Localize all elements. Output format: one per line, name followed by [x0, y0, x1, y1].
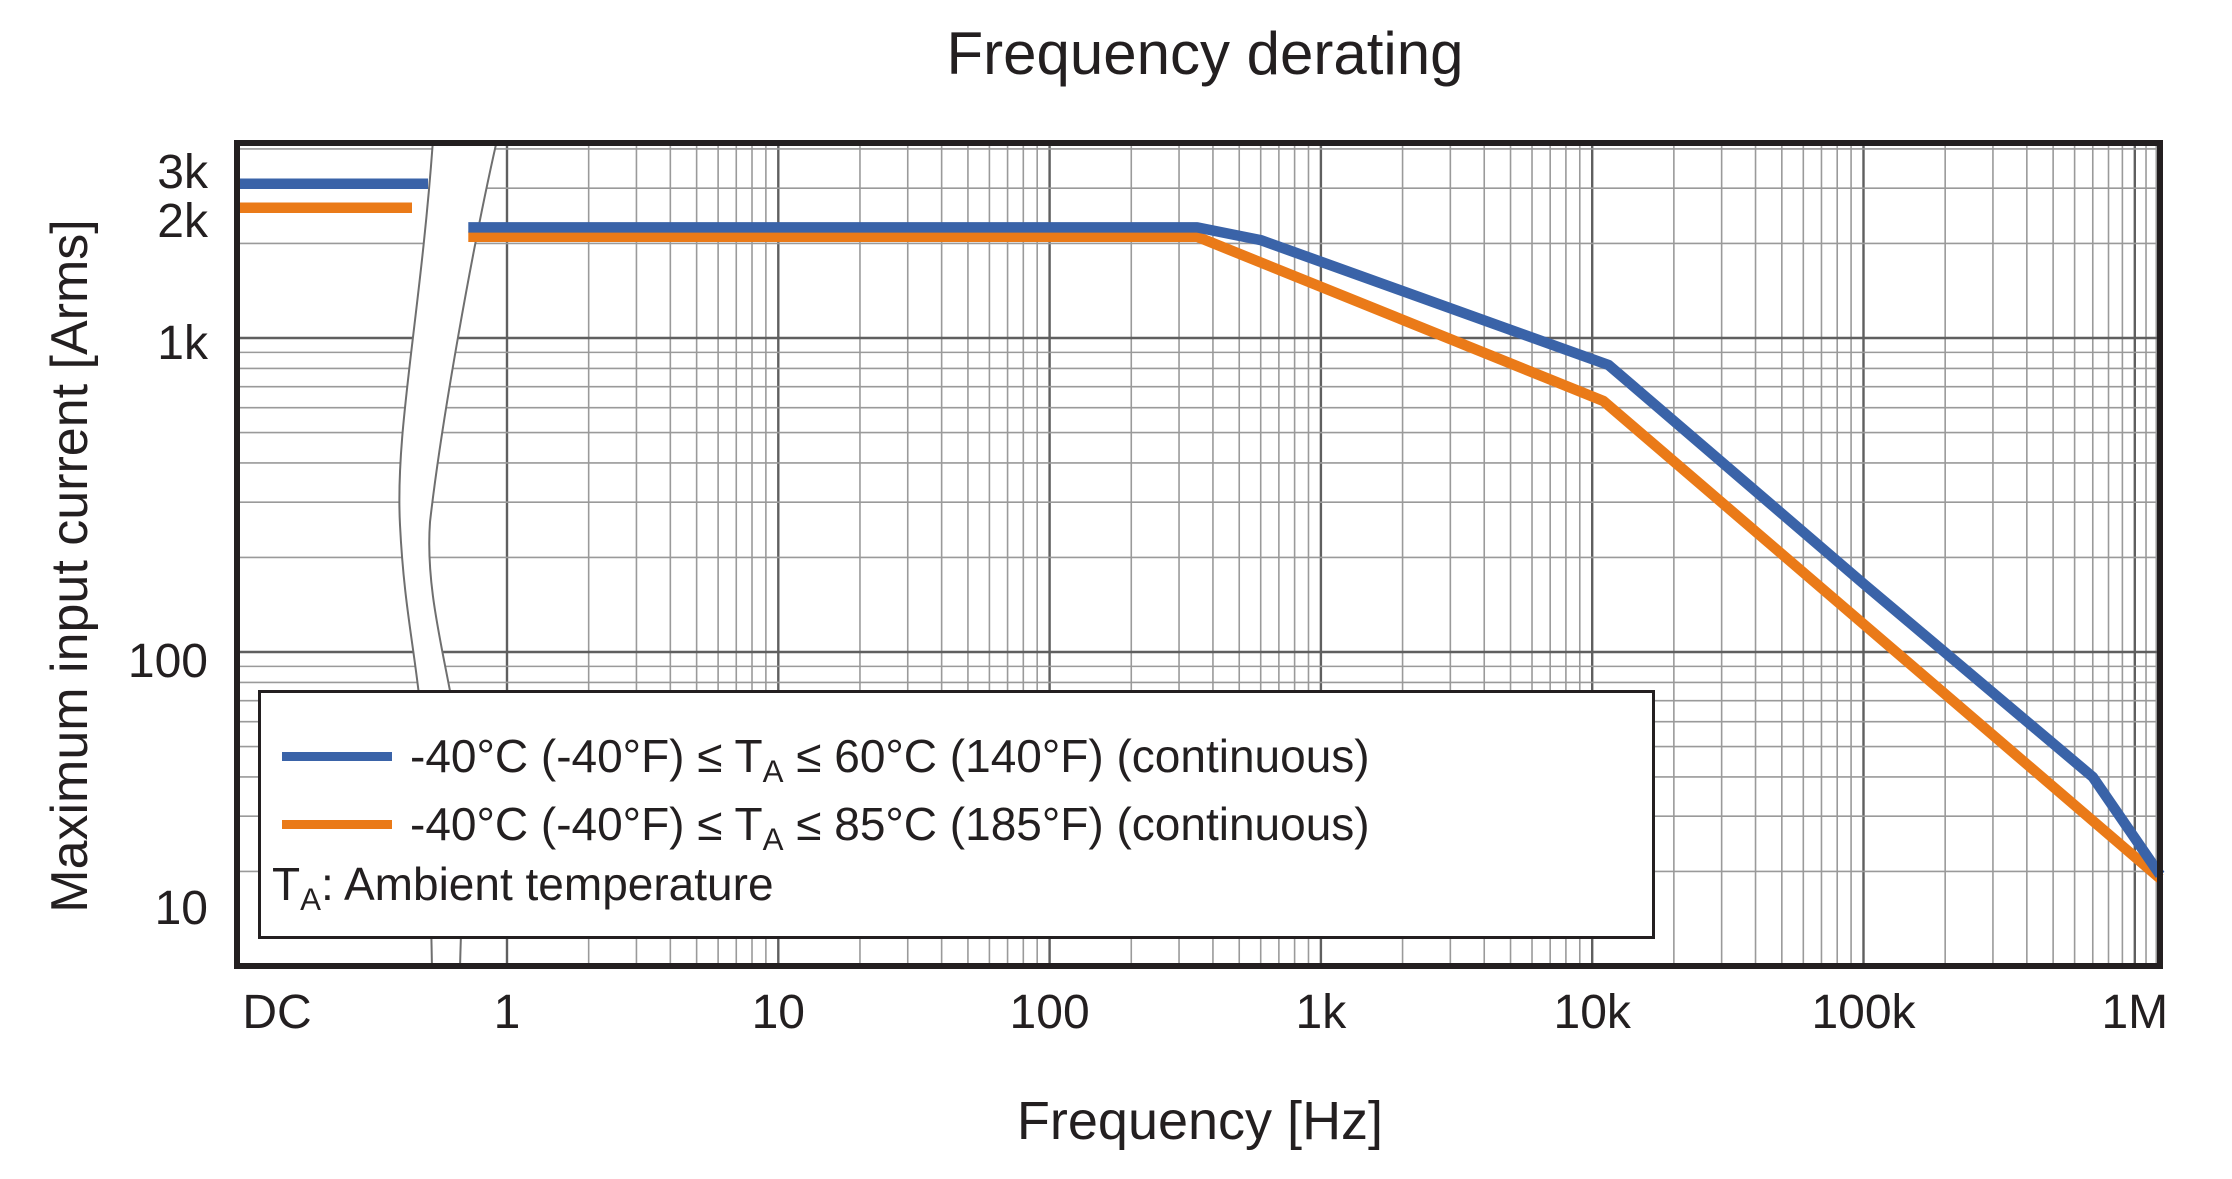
chart-title: Frequency derating [946, 20, 1464, 87]
legend-swatch-60c [282, 751, 392, 761]
legend-item-60c: -40°C (-40°F) ≤ TA ≤ 60°C (140°F) (conti… [261, 723, 1370, 789]
legend-swatch-85c [282, 819, 392, 829]
x-tick-label-1M: 1M [2101, 986, 2169, 1039]
x-tick-label-1k: 1k [1295, 986, 1347, 1039]
x-tick-label-100k: 100k [1811, 986, 1916, 1039]
legend-label-60c-post: ≤ 60°C (140°F) (continuous) [783, 730, 1370, 782]
legend-box: -40°C (-40°F) ≤ TA ≤ 60°C (140°F) (conti… [258, 690, 1655, 939]
series-curve-85c [468, 231, 2164, 883]
legend-label-85c-post: ≤ 85°C (185°F) (continuous) [783, 798, 1370, 850]
legend-label-60c-pre: -40°C (-40°F) ≤ T [410, 730, 763, 782]
x-tick-label-1: 1 [493, 986, 521, 1039]
legend-label-85c-sub: A [762, 822, 784, 858]
y-tick-label-3k: 3k [157, 146, 208, 199]
y-tick-label-100: 100 [127, 635, 208, 688]
series-curves [239, 178, 2165, 883]
plot-border [234, 140, 2163, 969]
legend-note: TA: Ambient temperature [272, 857, 774, 915]
legend-note-sub: A [300, 882, 321, 918]
y-tick-label-1k: 1k [157, 317, 208, 370]
legend-label-85c-pre: -40°C (-40°F) ≤ T [410, 798, 763, 850]
y-tick-label-10: 10 [154, 882, 208, 935]
series-curve-60c [468, 222, 2165, 878]
legend-note-pre: T [272, 858, 301, 910]
x-tick-label-DC: DC [242, 986, 312, 1039]
x-tick-label-10k: 10k [1553, 986, 1631, 1039]
x-tick-label-100: 100 [1009, 986, 1090, 1039]
legend-label-85c: -40°C (-40°F) ≤ TA ≤ 85°C (185°F) (conti… [410, 797, 1370, 855]
legend-note-post: : Ambient temperature [320, 858, 774, 910]
x-axis-title: Frequency [Hz] [1016, 1091, 1384, 1151]
legend-label-60c-sub: A [762, 754, 784, 790]
legend-label-60c: -40°C (-40°F) ≤ TA ≤ 60°C (140°F) (conti… [410, 729, 1370, 787]
legend-item-85c: -40°C (-40°F) ≤ TA ≤ 85°C (185°F) (conti… [261, 791, 1370, 857]
legend-note-row: TA: Ambient temperature [261, 851, 774, 917]
y-tick-label-2k: 2k [157, 195, 208, 248]
x-tick-label-10: 10 [751, 986, 805, 1039]
